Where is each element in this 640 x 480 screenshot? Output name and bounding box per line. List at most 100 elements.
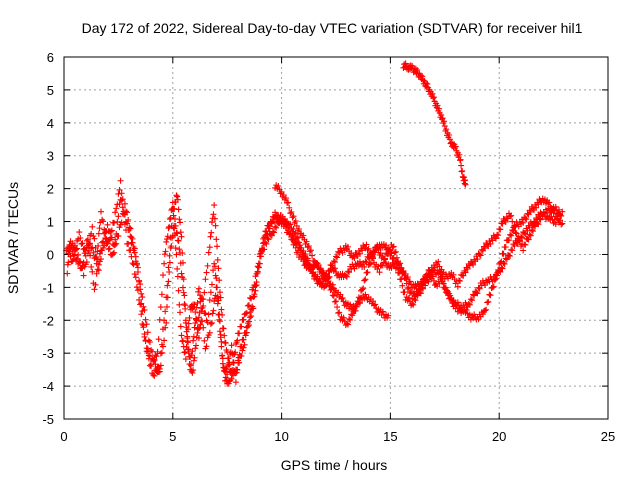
data-point [552, 221, 559, 228]
data-point [90, 249, 97, 256]
data-point [216, 289, 223, 296]
data-point [95, 267, 102, 274]
data-point [371, 248, 378, 255]
data-point [203, 269, 210, 276]
x-tick-label: 0 [60, 429, 67, 444]
data-point [365, 245, 372, 252]
data-point [137, 301, 144, 308]
data-point [364, 246, 371, 253]
y-tick-label: 0 [47, 247, 54, 262]
data-point [265, 236, 272, 243]
data-point [331, 298, 338, 305]
y-axis-ticks: -5 -4 -3 -2 -1 0 1 2 3 4 5 6 [42, 50, 608, 427]
data-point [153, 353, 160, 360]
data-point [190, 304, 197, 311]
data-point [180, 289, 187, 296]
data-point [138, 300, 145, 307]
data-point [335, 310, 342, 317]
data-point [409, 295, 416, 302]
data-point [162, 248, 169, 255]
data-point [213, 236, 220, 243]
data-point [171, 215, 178, 222]
data-point [209, 310, 216, 317]
data-point [178, 332, 185, 339]
data-point [216, 311, 223, 318]
data-point [397, 266, 404, 273]
data-point [104, 240, 111, 247]
data-point [404, 285, 411, 292]
data-point [143, 321, 150, 328]
y-axis-label: SDTVAR / TECUs [5, 182, 21, 294]
data-point [537, 216, 544, 223]
data-point [218, 338, 225, 345]
data-point [168, 207, 175, 214]
data-point [95, 230, 102, 237]
data-point [507, 252, 514, 259]
data-point [478, 246, 485, 253]
data-point [174, 265, 181, 272]
data-point [402, 275, 409, 282]
data-point [211, 260, 218, 267]
x-tick-label: 5 [169, 429, 176, 444]
data-point [248, 313, 255, 320]
data-point [100, 238, 107, 245]
data-point [93, 254, 100, 261]
data-point [162, 324, 169, 331]
data-point [372, 301, 379, 308]
data-point [414, 66, 421, 73]
data-point [483, 306, 490, 313]
data-point [410, 301, 417, 308]
y-tick-label: -5 [42, 412, 54, 427]
data-point [296, 239, 303, 246]
data-point [438, 111, 445, 118]
data-point [179, 284, 186, 291]
data-point [77, 235, 84, 241]
data-point [349, 312, 356, 319]
data-point [490, 283, 497, 290]
data-point [268, 219, 275, 226]
data-point [270, 229, 277, 236]
data-point [197, 321, 204, 328]
data-point [333, 298, 339, 305]
data-point [362, 276, 369, 283]
data-point [458, 162, 465, 169]
data-point [79, 262, 86, 269]
data-point [161, 337, 168, 344]
data-point [240, 316, 247, 323]
data-point [141, 331, 148, 338]
data-point [497, 259, 504, 266]
data-point [360, 285, 367, 292]
data-point [503, 256, 510, 263]
data-point [546, 199, 553, 206]
data-point [102, 229, 109, 236]
data-point [182, 348, 189, 355]
data-point [347, 316, 354, 323]
data-point [177, 219, 184, 226]
data-point [78, 240, 85, 247]
data-point [290, 213, 297, 220]
data-point [522, 215, 529, 222]
data-point [520, 219, 527, 226]
data-point [288, 236, 295, 243]
data-point [66, 248, 73, 255]
data-point [383, 250, 390, 257]
data-point [89, 268, 96, 275]
data-point [175, 237, 182, 244]
data-point [443, 126, 450, 133]
data-point [340, 314, 347, 321]
data-point [558, 212, 565, 219]
data-point [406, 278, 413, 285]
data-point [177, 260, 184, 267]
data-point [228, 375, 235, 382]
data-point [266, 225, 273, 232]
data-point [292, 229, 299, 236]
data-point [74, 255, 81, 262]
data-point [429, 90, 436, 97]
data-point [234, 337, 241, 344]
data-point [523, 216, 530, 223]
data-point [557, 211, 564, 218]
data-point [140, 322, 147, 329]
data-point [385, 312, 392, 319]
data-point [487, 292, 494, 299]
data-point [240, 344, 247, 351]
